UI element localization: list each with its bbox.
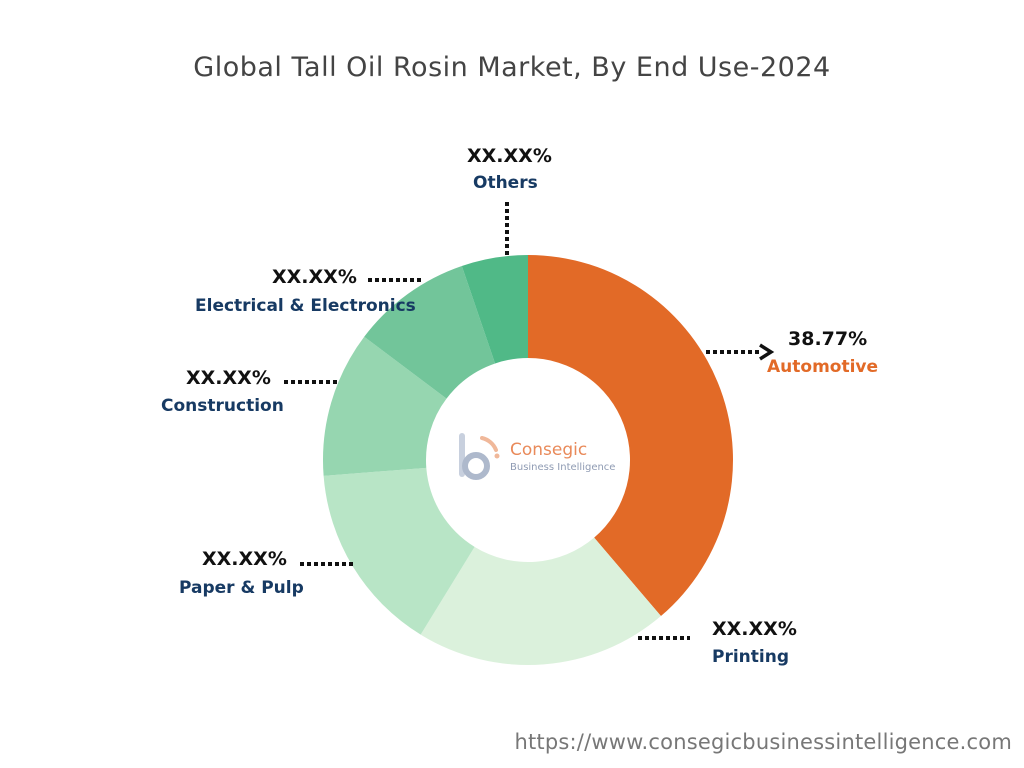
category-label-construction: Construction — [161, 396, 284, 416]
percent-label-paper-pulp: XX.XX% — [202, 548, 287, 570]
category-label-electrical-electronics: Electrical & Electronics — [195, 296, 416, 316]
donut-slice-electrical-electronics — [364, 265, 496, 399]
percent-label-electrical-electronics: XX.XX% — [272, 266, 357, 288]
donut-slice-others — [461, 255, 528, 364]
logo-tagline: Business Intelligence — [510, 462, 616, 473]
consegic-logo-mark-icon — [459, 433, 500, 480]
chart-title: Global Tall Oil Rosin Market, By End Use… — [193, 52, 831, 83]
percent-label-others: XX.XX% — [467, 145, 552, 167]
donut-slice-printing — [420, 537, 661, 665]
donut-slices — [323, 255, 733, 665]
leader-arrow-automotive — [759, 343, 775, 361]
category-label-others: Others — [473, 173, 538, 193]
leader-lines — [284, 202, 762, 640]
footer-url: https://www.consegicbusinessintelligence… — [514, 730, 1012, 754]
donut-slice-construction — [323, 336, 447, 476]
category-label-paper-pulp: Paper & Pulp — [179, 578, 304, 598]
donut-slice-paper-pulp — [323, 467, 475, 635]
percent-label-printing: XX.XX% — [712, 618, 797, 640]
donut-slice-automotive — [528, 255, 733, 617]
percent-label-construction: XX.XX% — [186, 367, 271, 389]
logo-name: Consegic — [510, 440, 588, 460]
percent-label-automotive: 38.77% — [788, 328, 868, 350]
category-label-automotive: Automotive — [767, 357, 879, 377]
category-label-printing: Printing — [712, 647, 789, 667]
consegic-logo: Consegic Business Intelligence — [452, 428, 622, 490]
